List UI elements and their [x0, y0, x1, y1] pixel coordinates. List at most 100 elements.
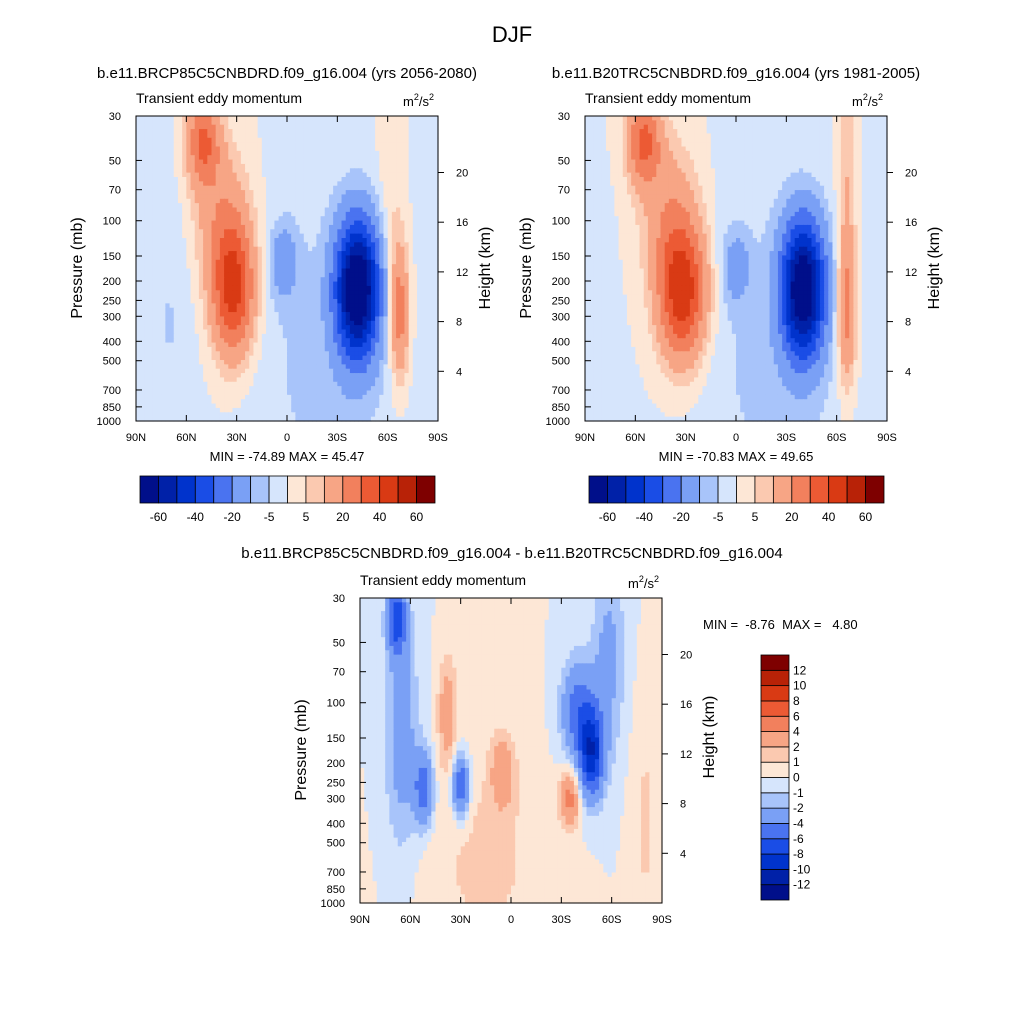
panel-rcp85-field-cell	[308, 133, 313, 138]
panel-rcp85-field-cell	[245, 120, 250, 125]
panel-rcp85-field-cell	[220, 186, 225, 191]
panel-rcp85-field-cell	[149, 160, 154, 165]
panel-rcp85-field-cell	[165, 334, 170, 339]
panel-rcp85-field-cell	[417, 181, 422, 186]
panel-rcp85-field-cell	[337, 229, 342, 234]
panel-rcp85-field-cell	[425, 212, 430, 217]
panel-rcp85-field-cell	[358, 142, 363, 147]
panel-rcp85-field-cell	[308, 238, 313, 243]
panel-rcp85-field-cell	[220, 386, 225, 391]
panel-rcp85-field-cell	[325, 338, 330, 343]
panel-rcp85-field-cell	[245, 364, 250, 369]
panel-rcp85-field-cell	[136, 116, 141, 121]
panel-rcp85-field-cell	[212, 282, 217, 287]
panel-rcp85-field-cell	[270, 308, 275, 313]
panel-rcp85-field-cell	[249, 125, 254, 130]
panel-rcp85-field-cell	[346, 260, 351, 265]
panel-rcp85-field-cell	[283, 142, 288, 147]
panel-rcp85-field-cell	[342, 129, 347, 134]
panel-rcp85-field-cell	[430, 269, 435, 274]
panel-rcp85-field-cell	[212, 295, 217, 300]
panel-rcp85-field-cell	[421, 360, 426, 365]
panel-rcp85-field-cell	[342, 168, 347, 173]
panel-rcp85-field-cell	[174, 299, 179, 304]
panel-rcp85-field-cell	[409, 255, 414, 260]
panel-rcp85-field-cell	[140, 225, 145, 230]
panel-rcp85-field-cell	[220, 290, 225, 295]
panel-rcp85-field-cell	[316, 221, 321, 226]
panel-rcp85-field-cell	[363, 255, 368, 260]
panel-rcp85-field-cell	[329, 312, 334, 317]
panel-rcp85-field-cell	[203, 325, 208, 330]
panel-rcp85-field-cell	[325, 347, 330, 352]
panel-rcp85-field-cell	[216, 330, 221, 335]
panel-rcp85-field-cell	[228, 277, 233, 282]
panel-rcp85-field-cell	[287, 238, 292, 243]
panel-rcp85-field-cell	[375, 155, 380, 160]
panel-rcp85-field-cell	[174, 264, 179, 269]
panel-rcp85-field-cell	[195, 386, 200, 391]
panel-rcp85-field-cell	[421, 151, 426, 156]
panel-rcp85-field-cell	[258, 321, 263, 326]
panel-rcp85-field-cell	[191, 125, 196, 130]
panel-rcp85-field-cell	[144, 199, 149, 204]
panel-rcp85-field-cell	[346, 168, 351, 173]
panel-rcp85-field-cell	[287, 229, 292, 234]
panel-rcp85-field-cell	[274, 312, 279, 317]
panel-rcp85-field-cell	[325, 247, 330, 252]
panel-rcp85-field-cell	[283, 147, 288, 152]
panel-rcp85-field-cell	[367, 168, 372, 173]
panel-rcp85-field-cell	[203, 164, 208, 169]
panel-rcp85-field-cell	[283, 273, 288, 278]
panel-rcp85-field-cell	[396, 116, 401, 121]
panel-rcp85-field-cell	[291, 138, 296, 143]
panel-rcp85-field-cell	[262, 303, 267, 308]
panel-rcp85-field-cell	[295, 186, 300, 191]
panel-rcp85-field-cell	[333, 164, 338, 169]
panel-rcp85-field-cell	[346, 133, 351, 138]
panel-rcp85-field-cell	[140, 155, 145, 160]
panel-rcp85-field-cell	[258, 216, 263, 221]
panel-rcp85-field-cell	[404, 155, 409, 160]
panel-rcp85-field-cell	[178, 138, 183, 143]
panel-rcp85-field-cell	[295, 264, 300, 269]
panel-rcp85-field-cell	[329, 177, 334, 182]
panel-rcp85-field-cell	[316, 160, 321, 165]
panel-rcp85-field-cell	[140, 382, 145, 387]
panel-rcp85-field-cell	[283, 321, 288, 326]
panel-rcp85-field-cell	[300, 251, 305, 256]
panel-rcp85-field-cell	[203, 142, 208, 147]
panel-rcp85-field-cell	[346, 382, 351, 387]
panel-rcp85-field-cell	[321, 177, 326, 182]
panel-rcp85-field-cell	[174, 347, 179, 352]
panel-rcp85-field-cell	[174, 129, 179, 134]
panel-rcp85-field-cell	[400, 221, 405, 226]
panel-rcp85-field-cell	[161, 247, 166, 252]
panel-rcp85-field-cell	[333, 295, 338, 300]
panel-rcp85-field-cell	[178, 173, 183, 178]
panel-rcp85-field-cell	[270, 316, 275, 321]
panel-rcp85-field-cell	[342, 229, 347, 234]
panel-rcp85-field-cell	[220, 147, 225, 152]
panel-rcp85-field-cell	[325, 255, 330, 260]
panel-rcp85-field-cell	[161, 120, 166, 125]
panel-rcp85-field-cell	[316, 369, 321, 374]
panel-rcp85-field-cell	[312, 338, 317, 343]
panel-rcp85-field-cell	[295, 229, 300, 234]
panel-rcp85-field-cell	[404, 138, 409, 143]
panel-rcp85-field-cell	[212, 242, 217, 247]
panel-rcp85-field-cell	[421, 369, 426, 374]
panel-rcp85-field-cell	[216, 186, 221, 191]
panel-rcp85-field-cell	[170, 194, 175, 199]
panel-rcp85-field-cell	[316, 116, 321, 121]
panel-rcp85-field-cell	[258, 116, 263, 121]
panel-rcp85-field-cell	[325, 377, 330, 382]
panel-rcp85-field-cell	[400, 321, 405, 326]
panel-rcp85-field-cell	[195, 364, 200, 369]
panel-rcp85-field-cell	[262, 186, 267, 191]
panel-rcp85-field-cell	[312, 190, 317, 195]
panel-rcp85-field-cell	[388, 116, 393, 121]
panel-rcp85-field-cell	[170, 364, 175, 369]
panel-rcp85-field-cell	[392, 181, 397, 186]
panel-rcp85-field-cell	[216, 255, 221, 260]
